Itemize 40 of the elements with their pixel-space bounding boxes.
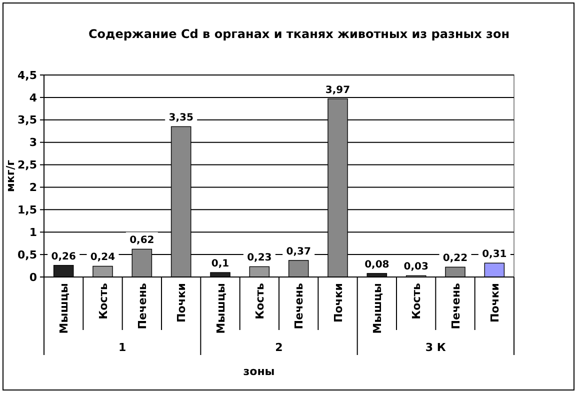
y-axis-title: мкг/г [4,160,17,192]
chart-title: Содержание Cd в органах и тканях животных из разных зон [88,27,510,41]
x-tick-label: Печень [136,282,149,330]
data-label: 3,97 [325,84,350,96]
data-label: 0,03 [404,262,428,273]
x-tick-label: Кость [410,282,424,320]
x-tick-label: Печень [292,282,306,330]
data-label: 3,35 [168,112,194,124]
data-label: 0,23 [247,252,272,264]
y-tick-label: 1 [29,226,37,239]
data-label: 0,1 [211,258,230,270]
data-label: 0,24 [90,252,116,264]
x-tick-label: Мышцы [58,282,71,334]
y-tick-label: 1,5 [18,204,37,217]
y-tick-label: 3,5 [18,114,37,127]
y-tick-label: 2 [29,181,37,194]
x-axis-title: зоны [243,365,275,378]
text: 2 [275,341,283,354]
y-tick-label: 3 [29,136,37,150]
y-tick-label: 4,5 [18,68,37,82]
x-tick-label: Кость [96,282,110,320]
x-tick-label: Почки [175,283,188,322]
data-label: 0,62 [130,235,154,246]
data-label: 0,22 [442,253,468,264]
data-label: 0,26 [51,251,76,262]
x-tick-label: Мышцы [214,282,228,334]
text: 3 К [425,341,446,354]
text: 1 [118,341,126,354]
y-tick-label: 0 [29,270,38,284]
y-tick-label: 4 [29,91,38,104]
data-label: 0,08 [364,259,390,270]
x-tick-label: Кость [253,282,266,320]
x-tick-label: Почки [488,283,502,322]
x-tick-label: Почки [332,283,345,322]
x-tick-label: Печень [449,282,462,330]
y-tick-label: 0,5 [18,248,37,262]
data-label: 0,31 [482,249,507,260]
data-label: 0,37 [286,246,311,258]
y-tick-label: 2,5 [18,158,37,172]
x-tick-label: Мышцы [370,282,384,334]
